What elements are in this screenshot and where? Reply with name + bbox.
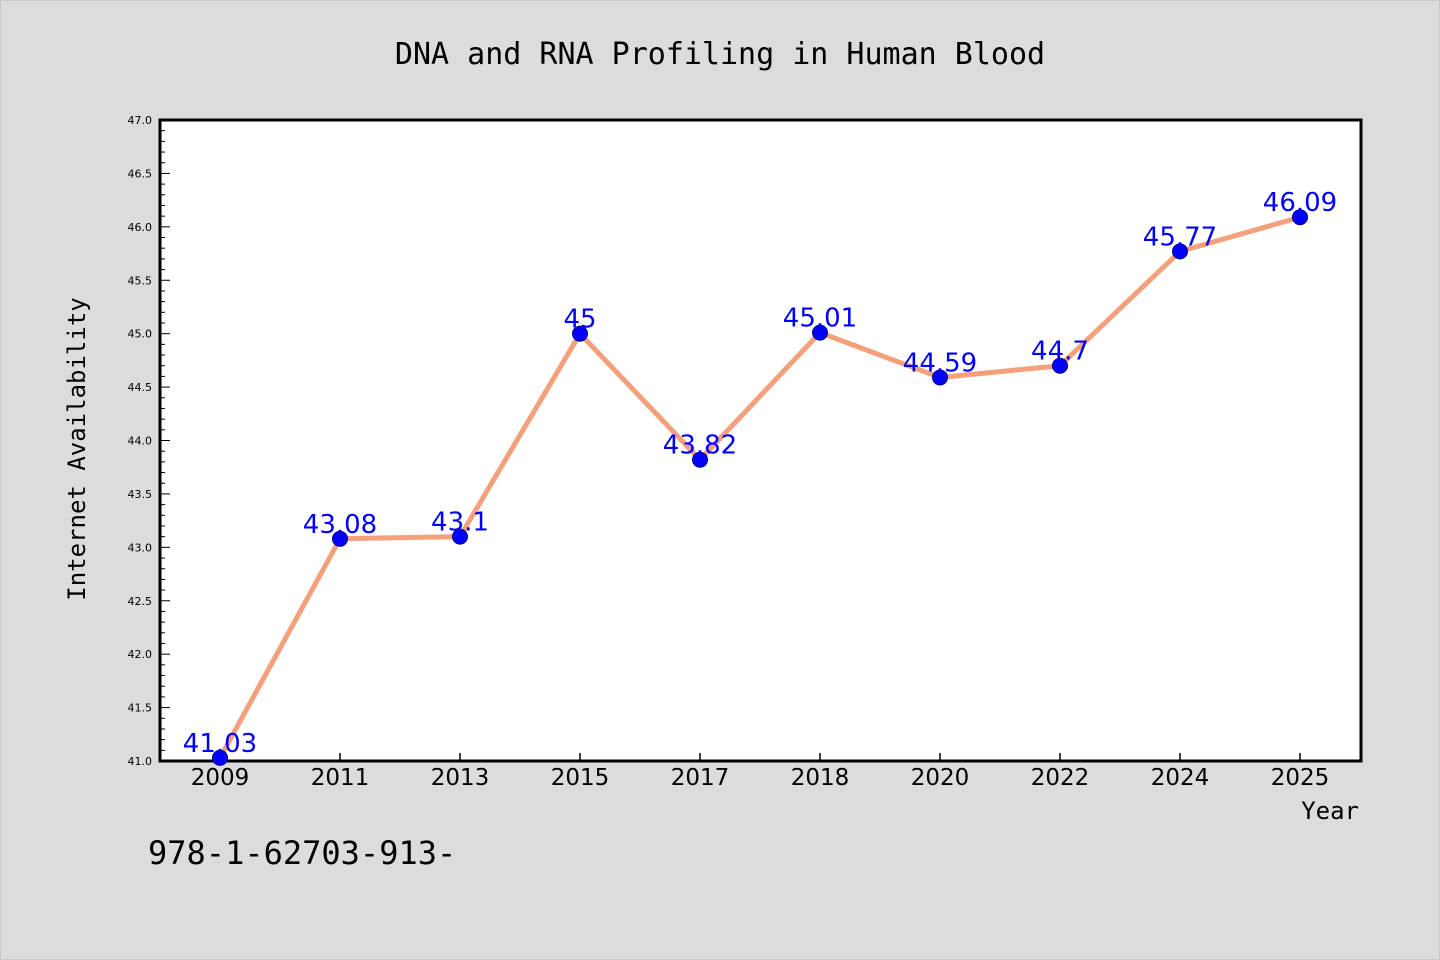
data-label: 46.09: [1263, 188, 1337, 218]
y-tick-label: 47.0: [128, 114, 153, 127]
data-point: [1292, 209, 1308, 226]
data-point: [212, 749, 228, 766]
series-group: [212, 209, 1308, 766]
data-point: [1052, 357, 1068, 374]
x-tick-label: 2022: [1031, 765, 1090, 791]
y-tick-label: 44.0: [128, 435, 153, 448]
data-label: 43.08: [303, 510, 377, 540]
series-line: [217, 214, 1303, 761]
data-label: 45: [563, 305, 596, 335]
y-tick-label: 46.0: [128, 221, 153, 234]
y-tick-label: 45.0: [128, 328, 153, 341]
y-tick-label: 43.5: [128, 488, 153, 501]
y-tick-label: 43.0: [128, 541, 153, 554]
y-axis: 41.0 41.5 42.0 42.5 43.0 43.5 44.0 44.5 45.0 45.5…: [128, 114, 170, 768]
y-tick-label: 42.0: [128, 648, 153, 661]
x-tick-label: 2024: [1151, 765, 1210, 791]
x-axis: 2009 2011 2013 2015 2017 2018 2020 2022 2024 2025: [191, 753, 1330, 791]
x-tick-label: 2020: [911, 765, 970, 791]
data-label: 45.01: [783, 304, 857, 334]
data-label: 41.03: [183, 729, 257, 759]
y-tick-label: 45.5: [128, 274, 153, 287]
data-label: 45.77: [1143, 222, 1217, 252]
x-tick-label: 2009: [191, 765, 250, 791]
data-point: [812, 324, 828, 341]
data-point: [452, 528, 468, 545]
y-tick-label: 42.5: [128, 595, 153, 608]
y-tick-label: 41.0: [128, 755, 153, 768]
data-label: 43.1: [431, 508, 489, 538]
isbn-text: 978-1-62703-913-: [148, 834, 456, 872]
chart-title: DNA and RNA Profiling in Human Blood: [395, 37, 1045, 72]
data-point: [332, 530, 348, 547]
x-tick-label: 2011: [311, 765, 370, 791]
data-point: [572, 325, 588, 342]
data-point: [932, 369, 948, 386]
y-tick-label: 41.5: [128, 702, 153, 715]
data-label: 44.59: [903, 348, 977, 378]
y-tick-label: 46.5: [128, 167, 153, 180]
x-tick-label: 2017: [671, 765, 730, 791]
data-label: 43.82: [663, 431, 737, 461]
data-labels: 41.03 43.08 43.1 45 43.82 45.01 44.59 44.7 45.77…: [183, 188, 1337, 759]
y-axis-label: Internet Availability: [63, 297, 91, 600]
x-tick-label: 2018: [791, 765, 850, 791]
x-axis-label: Year: [1301, 797, 1359, 825]
data-point: [692, 451, 708, 468]
y-tick-label: 44.5: [128, 381, 153, 394]
x-tick-label: 2025: [1271, 765, 1330, 791]
x-tick-label: 2015: [551, 765, 610, 791]
data-label: 44.7: [1031, 337, 1089, 367]
data-point: [1172, 243, 1188, 260]
plot-area: [158, 118, 1363, 763]
x-tick-label: 2013: [431, 765, 490, 791]
